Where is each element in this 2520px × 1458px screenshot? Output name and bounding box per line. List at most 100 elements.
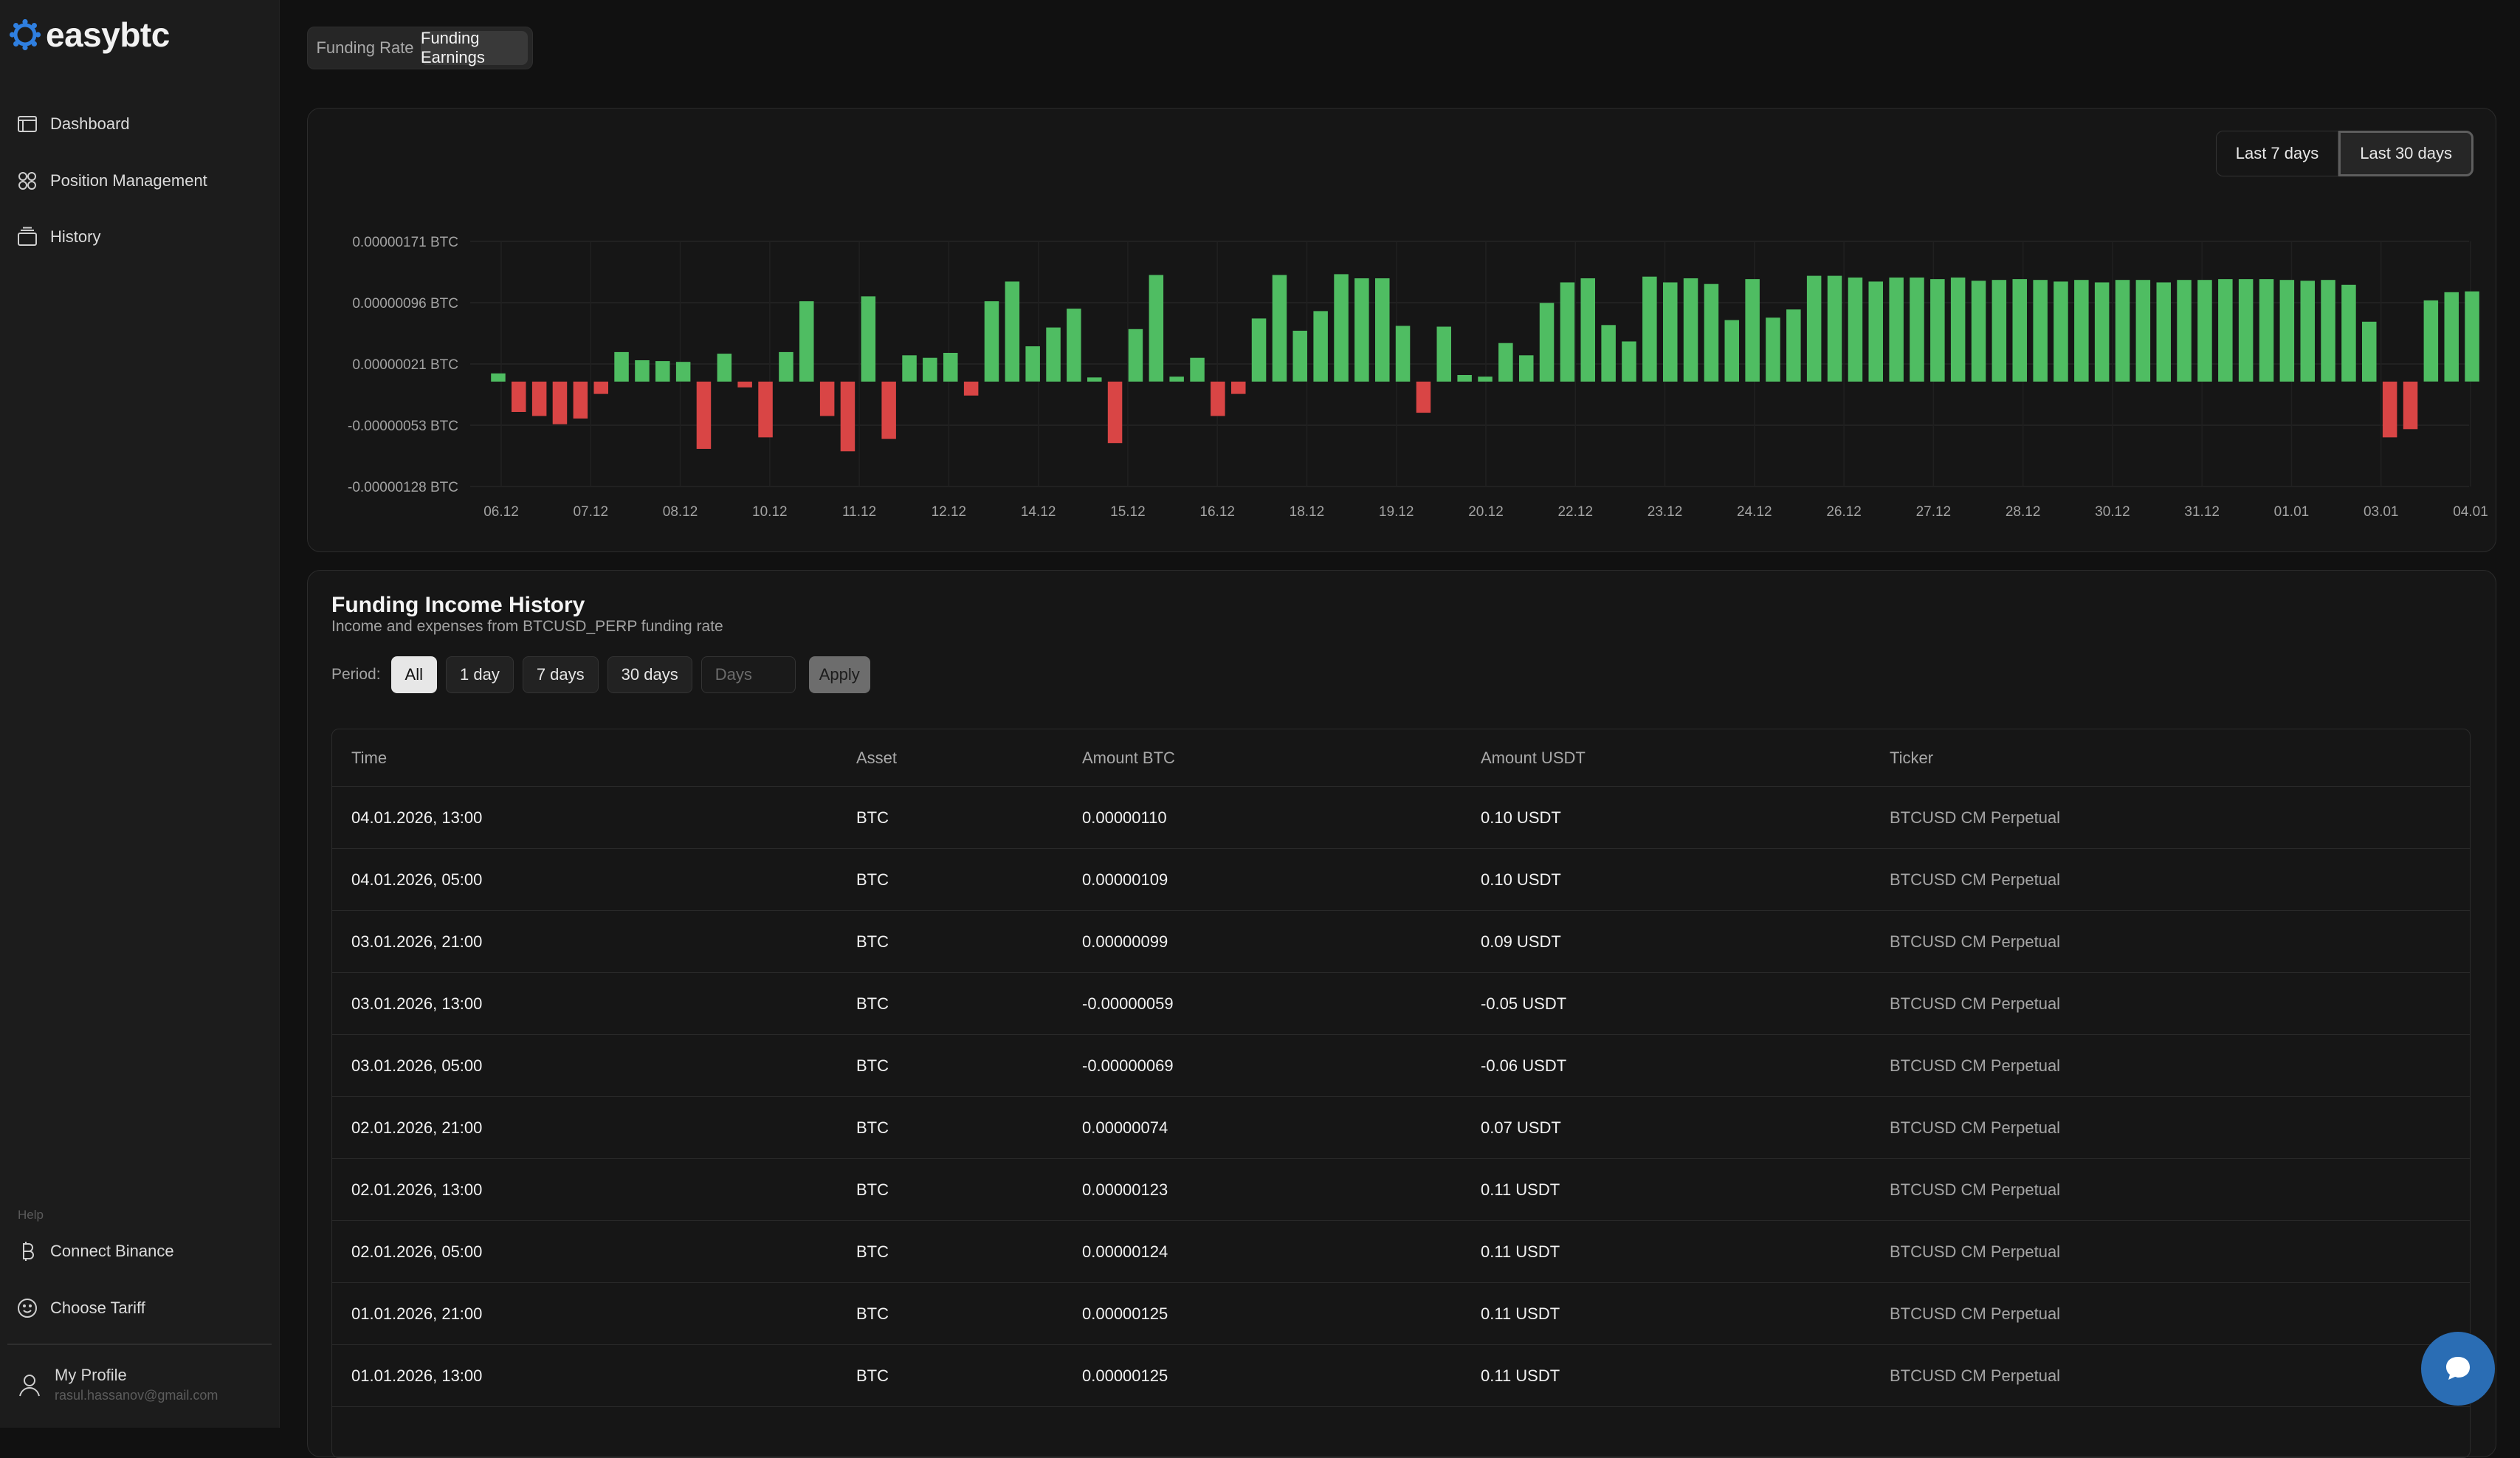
logo[interactable]: easybtc [9,15,170,55]
chart-bar [1478,376,1493,382]
cell-asset: BTC [856,1242,889,1261]
x-tick-label: 23.12 [1648,504,1683,520]
chat-button[interactable] [2421,1332,2495,1406]
chart-bar [2300,281,2315,382]
chart-bar [799,301,814,382]
x-tick-label: 20.12 [1468,504,1504,520]
cell-ticker: BTCUSD CM Perpetual [1890,1304,2061,1323]
chart-bar [2238,279,2254,382]
chart-bar [1601,325,1616,382]
profile-email: rasul.hassanov@gmail.com [55,1388,218,1403]
chart-bar [1292,331,1307,382]
tab-funding-earnings[interactable]: Funding Earnings [421,29,528,66]
table-row[interactable]: 03.01.2026, 05:00 BTC -0.00000069 -0.06 USD… [332,1035,2470,1097]
chart-bar [2197,280,2212,382]
chart-bar [881,381,896,439]
column-header-ticker[interactable]: Ticker [1890,748,1934,767]
cell-time: 04.01.2026, 05:00 [351,870,483,889]
chart-bar [491,373,506,382]
table-row[interactable]: 02.01.2026, 13:00 BTC 0.00000123 0.11 USDT B… [332,1159,2470,1221]
table-row[interactable]: 02.01.2026, 21:00 BTC 0.00000074 0.07 USDT B… [332,1097,2470,1159]
chart-bar [2321,280,2335,382]
cell-amount-btc: -0.00000069 [1082,1056,1174,1075]
chart-bar [1683,278,1698,382]
chart-bar [758,381,773,438]
chart-bar [1436,326,1451,382]
table-row[interactable]: 02.01.2026, 05:00 BTC 0.00000124 0.11 USDT B… [332,1221,2470,1283]
x-tick-label: 14.12 [1021,504,1056,520]
chart-bar [1211,381,1225,416]
chart-bar [1169,376,1184,382]
profile-name: My Profile [55,1366,127,1384]
cell-time: 03.01.2026, 21:00 [351,932,483,951]
chart-bar [2053,281,2068,382]
cell-asset: BTC [856,994,889,1013]
chart-bar [717,354,732,382]
cell-amount-usdt: 0.09 USDT [1481,932,1561,951]
chart-bar [1622,341,1636,382]
chart-bar [593,381,608,394]
cell-time: 03.01.2026, 13:00 [351,994,483,1013]
last-30-days-button[interactable]: Last 30 days [2338,131,2473,176]
chart-bar [984,301,999,382]
period-30-days-button[interactable]: 30 days [607,656,692,693]
column-header-time[interactable]: Time [351,748,388,767]
chart-bar [635,360,650,382]
sidebar-item-choose-tariff[interactable]: Choose Tariff [16,1297,145,1319]
cell-ticker: BTCUSD CM Perpetual [1890,994,2061,1013]
profile-link[interactable]: My Profile rasul.hassanov@gmail.com [16,1366,218,1403]
last-7-days-button[interactable]: Last 7 days [2215,131,2339,176]
chart-bar [1395,326,1411,382]
period-all-button[interactable]: All [390,656,437,693]
chart-bar [1930,279,1945,382]
chart-bar [1457,375,1472,382]
x-tick-label: 31.12 [2184,504,2220,520]
cell-ticker: BTCUSD CM Perpetual [1890,1180,2061,1199]
days-input[interactable] [700,656,796,693]
column-header-amount-usdt[interactable]: Amount USDT [1481,748,1586,767]
x-tick-label: 28.12 [2006,504,2041,520]
chart-bar [1498,343,1513,382]
chart-bar [2444,292,2459,382]
period-7-days-button[interactable]: 7 days [522,656,599,693]
sidebar-item-dashboard[interactable]: Dashboard [16,113,130,135]
table-row[interactable]: 04.01.2026, 05:00 BTC 0.00000109 0.10 USDT B… [332,849,2470,911]
table-row[interactable]: 03.01.2026, 13:00 BTC -0.00000059 -0.05 USD… [332,973,2470,1035]
main-content: Funding Rate Funding Earnings Last 7 day… [279,0,2520,1458]
chart-bar [779,351,793,382]
chart-bar [2177,280,2192,382]
tab-funding-rate[interactable]: Funding Rate [316,38,414,57]
column-header-amount-btc[interactable]: Amount BTC [1082,748,1175,767]
chart-bar [923,357,937,382]
apply-button[interactable]: Apply [808,656,870,693]
sidebar-item-connect-binance[interactable]: Connect Binance [16,1240,174,1262]
chart-bar [819,381,835,416]
table-row[interactable]: 04.01.2026, 13:00 BTC 0.00000110 0.10 USDT B… [332,787,2470,849]
chart-bar [1005,281,1020,382]
user-icon [19,1374,40,1396]
cell-amount-usdt: -0.06 USDT [1481,1056,1567,1075]
chart-bar [1580,278,1595,382]
chart-bar [1868,281,1883,382]
x-tick-label: 24.12 [1737,504,1772,520]
chart-bar [2382,381,2397,438]
cell-asset: BTC [856,932,889,951]
sidebar-item-history[interactable]: History [16,226,100,248]
column-header-asset[interactable]: Asset [856,748,898,767]
x-tick-label: 08.12 [663,504,698,520]
table-row[interactable]: 01.01.2026, 13:00 BTC 0.00000125 0.11 USDT B… [332,1345,2470,1407]
sidebar-item-position-management[interactable]: Position Management [16,170,207,192]
x-tick-label: 18.12 [1290,504,1325,520]
x-tick-label: 19.12 [1379,504,1414,520]
cell-amount-btc: 0.00000125 [1082,1304,1168,1323]
table-row[interactable]: 01.01.2026, 21:00 BTC 0.00000125 0.11 USDT B… [332,1283,2470,1345]
cell-asset: BTC [856,1304,889,1323]
cell-ticker: BTCUSD CM Perpetual [1890,870,2061,889]
x-tick-label: 26.12 [1826,504,1862,520]
chart-bar [1806,275,1822,382]
cell-ticker: BTCUSD CM Perpetual [1890,1242,2061,1261]
period-1-day-button[interactable]: 1 day [446,656,514,693]
table-row[interactable]: 03.01.2026, 21:00 BTC 0.00000099 0.09 USDT B… [332,911,2470,973]
history-title: Funding Income History [331,593,585,617]
chart-bar [2094,282,2110,382]
